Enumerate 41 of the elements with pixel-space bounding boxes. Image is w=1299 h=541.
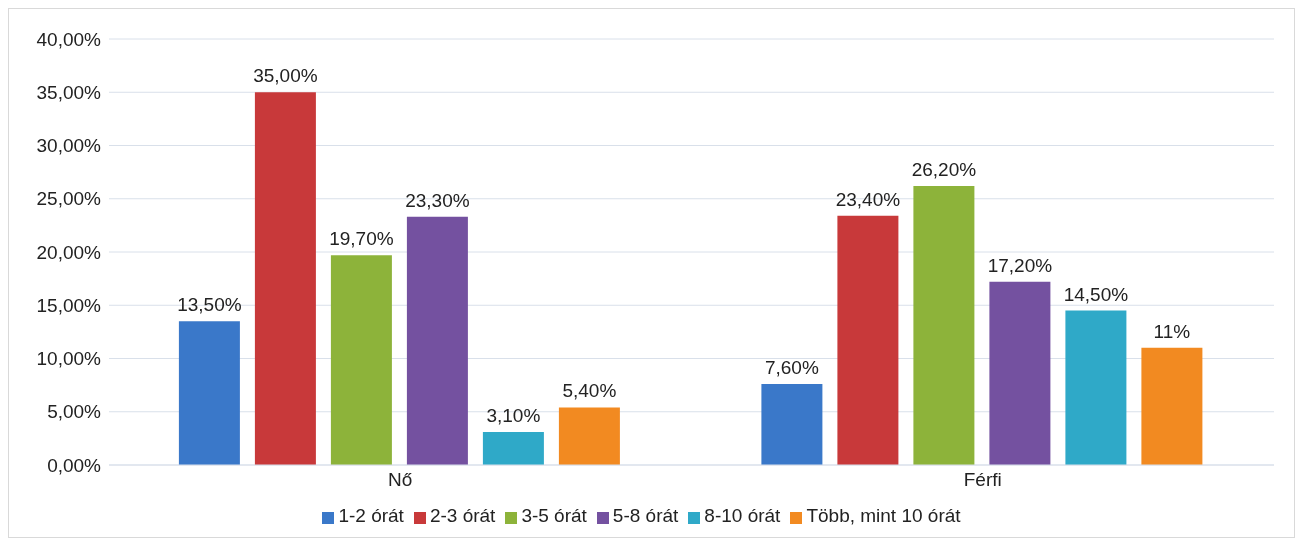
legend-label: 3-5 órát [521,505,587,526]
data-label: 3,10% [486,404,541,426]
x-tick-label: Férfi [963,469,1002,491]
y-tick-label: 5,00% [47,401,102,423]
data-label: 26,20% [911,158,977,180]
data-label: 23,40% [835,188,901,210]
data-label: 5,40% [562,380,617,402]
bar [406,216,468,465]
data-label: 35,00% [253,65,318,87]
y-tick-label: 0,00% [47,454,102,476]
data-label: 13,50% [177,294,242,316]
x-tick-label: Nő [388,469,413,491]
data-label: 11% [1153,320,1191,342]
bar [254,92,316,465]
bar [330,255,392,465]
bar [1065,310,1127,465]
data-label: 17,20% [987,254,1053,276]
legend-label: 8-10 órát [704,505,781,526]
legend-label: 1-2 órát [338,505,404,526]
y-tick-label: 10,00% [36,348,102,370]
legend-label: Több, mint 10 órát [806,505,961,526]
bar [913,185,975,465]
y-tick-label: 25,00% [36,188,102,210]
legend-label: 2-3 órát [429,505,496,526]
bar [837,215,899,465]
bar [558,407,620,465]
legend-label: 5-8 órát [612,505,679,526]
y-tick-label: 40,00% [36,28,102,50]
bar [178,321,240,465]
y-tick-label: 20,00% [36,241,102,263]
data-label: 7,60% [764,357,819,379]
y-tick-label: 30,00% [36,135,102,157]
bar [1141,347,1203,465]
data-label: 23,30% [405,189,470,211]
y-tick-label: 35,00% [36,82,102,103]
y-tick-label: 15,00% [36,294,102,316]
bar [761,384,823,465]
data-label: 14,50% [1063,283,1129,305]
bar [482,431,544,465]
bar [989,281,1051,465]
data-label: 19,70% [329,228,394,250]
